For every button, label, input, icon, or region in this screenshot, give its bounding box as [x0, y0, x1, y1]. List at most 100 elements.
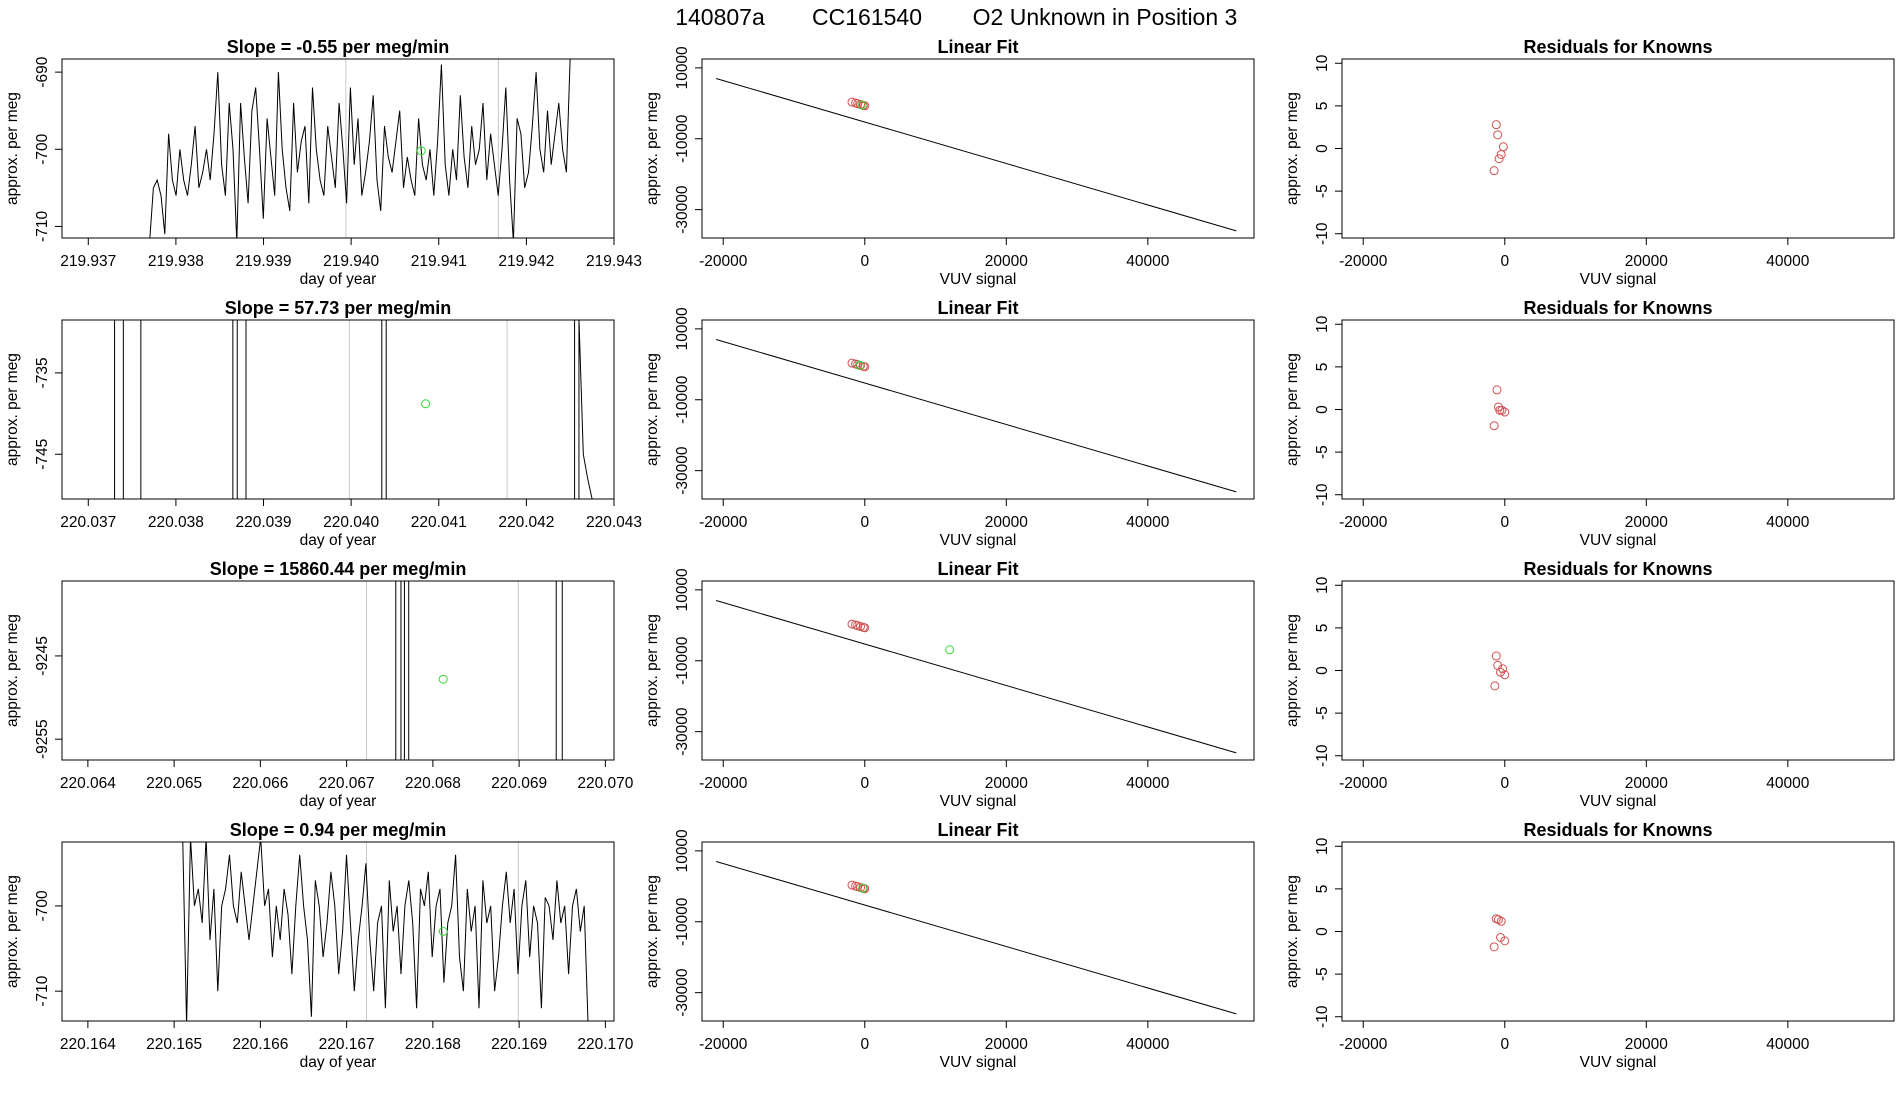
row4-linear_fit-plot-area: [716, 861, 1237, 1015]
row2-residuals-ylabel: approx. per meg: [1284, 353, 1301, 466]
row4-linear_fit-xtick-label: 0: [860, 1036, 869, 1053]
row2-linear_fit-fit-line: [716, 339, 1237, 493]
row3-linear_fit-ytick-label: -30000: [674, 707, 691, 756]
row4-residuals-xtick-label: 20000: [1625, 1036, 1668, 1053]
row4-residuals-residual-point: [1500, 936, 1510, 946]
row4-residuals-xtick-label: 40000: [1766, 1036, 1809, 1053]
main-title-tank: CC161540: [812, 4, 922, 30]
main-title-run: 140807a: [675, 4, 765, 30]
row1-residuals-residual-point: [1493, 130, 1503, 140]
row4-linear_fit-fit-line: [716, 861, 1237, 1015]
row4-residuals-plot-area: [1489, 914, 1510, 952]
row3-time_series-xtick-label: 220.070: [577, 775, 633, 792]
row2-linear_fit-xtick-label: 0: [860, 514, 869, 531]
row4-time_series-xtick-label: 220.169: [491, 1036, 547, 1053]
row4-linear_fit-xlabel: VUV signal: [940, 1054, 1017, 1071]
row4-linear_fit-title: Linear Fit: [937, 820, 1018, 840]
row1-time_series-ytick-label: -710: [34, 211, 51, 242]
row1-residuals-xtick-label: -20000: [1339, 253, 1388, 270]
row3-linear_fit-known-point: [847, 619, 857, 629]
row4-linear_fit-known-point: [847, 880, 857, 890]
panel-grid: Slope = -0.55 per meg/min 219.937 219.938 2…: [4, 37, 1895, 1071]
row2-linear_fit-title: Linear Fit: [937, 298, 1018, 318]
row1-time_series-xtick-label: 219.941: [411, 253, 467, 270]
row3-residuals-xtick-label: 0: [1500, 775, 1509, 792]
row4-residuals-xtick-label: 0: [1500, 1036, 1509, 1053]
row3-residuals-residual-point: [1491, 651, 1501, 661]
row2-residuals-ytick-label: 10: [1314, 315, 1331, 333]
row2-linear_fit-xlabel: VUV signal: [940, 532, 1017, 549]
row3-time_series-xtick-label: 220.064: [60, 775, 116, 792]
row1-residuals-panel: Residuals for Knowns -20000 0 20000 40000 10 5…: [1284, 37, 1895, 288]
row3-residuals-xlabel: VUV signal: [1580, 793, 1657, 810]
row2-linear_fit-xtick-label: 20000: [985, 514, 1028, 531]
row1-residuals-xlabel: VUV signal: [1580, 271, 1657, 288]
row2-residuals-residual-point: [1495, 405, 1505, 415]
row2-residuals-xtick-label: 40000: [1766, 514, 1809, 531]
row3-residuals-ytick-label: -10: [1314, 744, 1331, 767]
row1-residuals-ytick-label: -5: [1314, 184, 1331, 198]
row2-residuals-ytick-label: -10: [1314, 483, 1331, 506]
row2-residuals-title: Residuals for Knowns: [1523, 298, 1712, 318]
row2-linear_fit-ytick-label: 10000: [674, 307, 691, 350]
row4-time_series-xtick-label: 220.167: [319, 1036, 375, 1053]
row4-residuals-xtick-label: -20000: [1339, 1036, 1388, 1053]
row4-time_series-xlabel: day of year: [300, 1054, 377, 1071]
row1-time_series-xlabel: day of year: [300, 271, 377, 288]
row3-time_series-ytick-label: -9255: [34, 719, 51, 759]
row4-time_series-xtick-label: 220.165: [146, 1036, 202, 1053]
row2-time_series-xtick-label: 220.043: [586, 514, 642, 531]
row2-linear_fit-unknown-point: [855, 360, 865, 370]
row4-time_series-xtick-label: 220.170: [577, 1036, 633, 1053]
row3-linear_fit-unknown-point: [945, 645, 955, 655]
row2-linear_fit-plot-area: [716, 339, 1237, 493]
row3-time_series-xlabel: day of year: [300, 793, 377, 810]
row3-time_series-ylabel: approx. per meg: [4, 614, 21, 727]
row2-linear_fit-xtick-label: -20000: [699, 514, 748, 531]
row3-linear_fit-xtick-label: 20000: [985, 775, 1028, 792]
row1-linear_fit-xtick-label: 40000: [1126, 253, 1169, 270]
row1-linear_fit-unknown-point: [857, 100, 867, 110]
row2-time_series-plot-area: [114, 320, 593, 499]
row2-residuals-residual-point: [1497, 405, 1507, 415]
row2-residuals-residual-point: [1489, 421, 1499, 431]
row2-residuals-xlabel: VUV signal: [1580, 532, 1657, 549]
row3-residuals-residual-point: [1498, 664, 1508, 674]
row2-time_series-xtick-label: 220.040: [323, 514, 379, 531]
row4-residuals-xlabel: VUV signal: [1580, 1054, 1657, 1071]
row4-linear_fit-panel: Linear Fit -20000 0 20000 40000 10000 -10000 -3…: [644, 820, 1255, 1071]
row1-linear_fit-panel: Linear Fit -20000 0 20000 40000 10000 -10000 -3…: [644, 37, 1255, 288]
row3-linear_fit-fit-line: [716, 600, 1237, 754]
row3-time_series-panel: Slope = 15860.44 per meg/min 220.064 220.0…: [4, 559, 634, 810]
row4-time_series-xtick-label: 220.168: [405, 1036, 461, 1053]
row4-residuals-ytick-label: 5: [1314, 885, 1331, 894]
row1-linear_fit-xlabel: VUV signal: [940, 271, 1017, 288]
row3-time_series-xtick-label: 220.066: [232, 775, 288, 792]
row4-linear_fit-ylabel: approx. per meg: [644, 875, 661, 988]
row3-residuals-ytick-label: 10: [1314, 576, 1331, 594]
row1-time_series-xtick-label: 219.939: [236, 253, 292, 270]
row4-residuals-panel: Residuals for Knowns -20000 0 20000 40000 10 5…: [1284, 820, 1895, 1071]
row2-residuals-residual-point: [1500, 407, 1510, 417]
row4-residuals-ytick-label: 10: [1314, 837, 1331, 855]
row3-residuals-ytick-label: -5: [1314, 706, 1331, 720]
row1-time_series-plot-area: [149, 59, 571, 238]
row3-time_series-ytick-label: -9245: [34, 636, 51, 676]
row1-residuals-ytick-label: 10: [1314, 54, 1331, 72]
row3-time_series-xtick-label: 220.067: [319, 775, 375, 792]
row3-linear_fit-title: Linear Fit: [937, 559, 1018, 579]
row4-linear_fit-ytick-label: -10000: [674, 897, 691, 946]
row1-linear_fit-ytick-label: -10000: [674, 114, 691, 163]
row2-linear_fit-known-point: [860, 362, 870, 372]
row1-residuals-ytick-label: 0: [1314, 144, 1331, 153]
row1-residuals-xtick-label: 20000: [1625, 253, 1668, 270]
row2-time_series-title: Slope = 57.73 per meg/min: [225, 298, 452, 318]
row1-residuals-title: Residuals for Knowns: [1523, 37, 1712, 57]
row3-time_series-unknown-point: [438, 674, 448, 684]
row4-residuals-residual-point: [1489, 942, 1499, 952]
row1-residuals-xtick-label: 0: [1500, 253, 1509, 270]
row2-residuals-ytick-label: 0: [1314, 405, 1331, 414]
row1-time_series-ytick-label: -700: [34, 133, 51, 164]
main-title-description: O2 Unknown in Position 3: [973, 4, 1238, 30]
row1-time_series-xtick-label: 219.943: [586, 253, 642, 270]
